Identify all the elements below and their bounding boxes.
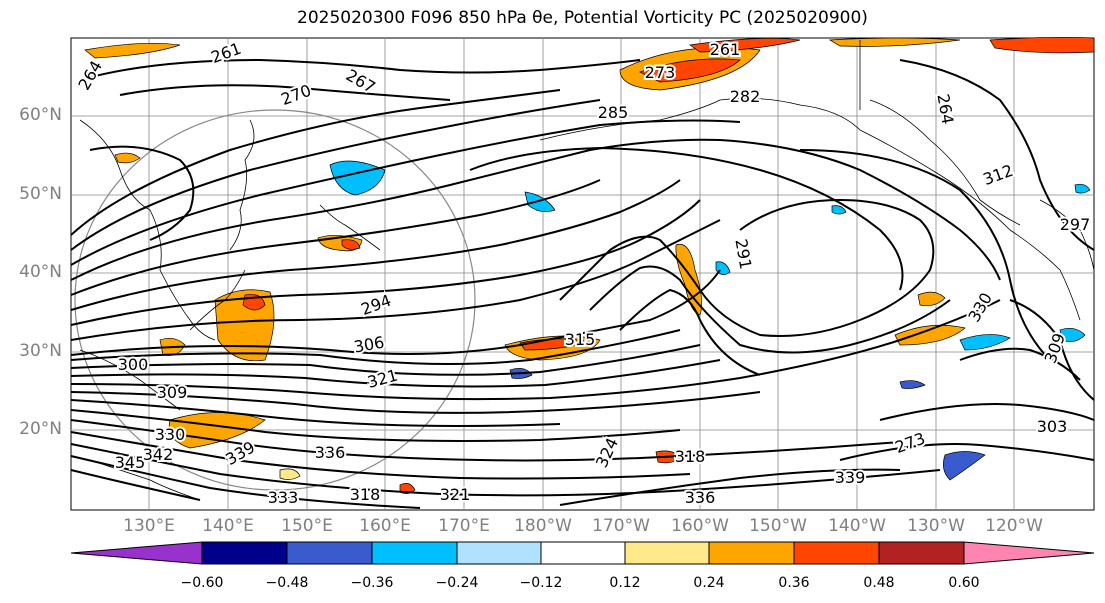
colorbar-bin xyxy=(793,541,880,565)
pv-strong-patch xyxy=(639,58,741,83)
lat-label: 40°N xyxy=(19,262,62,282)
contour-label: 285 xyxy=(598,103,629,122)
contour-label: 318 xyxy=(675,447,706,466)
contour-label: 342 xyxy=(143,445,174,464)
lon-label: 140°W xyxy=(828,516,886,536)
pv-strong-patch xyxy=(989,36,1095,54)
lon-label: 140°E xyxy=(202,516,254,536)
colorbar-tick-label: −0.36 xyxy=(350,575,394,591)
pv-positive-patch xyxy=(114,152,141,164)
colorbar-bin xyxy=(371,541,458,565)
contour-label: 336 xyxy=(315,443,346,462)
pv-positive-patch xyxy=(894,324,966,346)
colorbar-tick-label: 0.36 xyxy=(778,575,810,591)
colorbar-bin xyxy=(708,541,795,565)
pv-positive-patch xyxy=(917,291,946,307)
colorbar-extend-low xyxy=(70,541,203,565)
lat-label: 50°N xyxy=(19,184,62,204)
contour-label: 309 xyxy=(157,383,188,402)
range-circle xyxy=(74,109,476,491)
pv-positive-patch xyxy=(689,37,801,53)
contour-label: 333 xyxy=(268,488,299,507)
lon-label: 170°W xyxy=(592,516,650,536)
theta-e-contours xyxy=(70,58,1095,509)
contour-label: 339 xyxy=(835,468,866,487)
contour-label: 300 xyxy=(118,355,149,374)
contour-label: 297 xyxy=(1060,215,1091,234)
colorbar-bin xyxy=(878,541,965,565)
colorbar-bin xyxy=(540,541,626,565)
contour-label: 330 xyxy=(155,425,186,444)
contour-label: 315 xyxy=(565,330,596,349)
pv-negative-patch xyxy=(831,205,847,215)
colorbar-bin xyxy=(286,541,373,565)
colorbar xyxy=(70,541,1095,565)
colorbar-tick-label: −0.48 xyxy=(265,575,309,591)
pv-positive-patch xyxy=(168,412,266,449)
lon-label: 160°W xyxy=(671,516,729,536)
pv-negative-patch xyxy=(899,380,926,389)
lon-label: 150°E xyxy=(281,516,333,536)
contour-label: 282 xyxy=(730,87,761,106)
contour-label: 336 xyxy=(685,488,716,507)
colorbar-tick-label: −0.60 xyxy=(180,575,224,591)
pv-negative-patch xyxy=(1059,328,1086,342)
pv-negative-patch xyxy=(1074,183,1091,194)
colorbar-tick-label: 0.24 xyxy=(693,575,725,591)
colorbar-tick-label: 0.48 xyxy=(863,575,895,591)
pv-negative-patch xyxy=(943,451,986,481)
contour-label: 261 xyxy=(710,40,741,59)
colorbar-extend-high xyxy=(963,541,1095,565)
contour-label: 303 xyxy=(1037,417,1068,436)
colorbar-bin xyxy=(624,541,710,565)
lat-label: 20°N xyxy=(19,419,62,439)
contour-label: 345 xyxy=(115,453,146,472)
pv-positive-patch xyxy=(828,37,961,47)
contour-label: 321 xyxy=(440,485,471,504)
lat-label: 60°N xyxy=(19,105,62,125)
contour-label: 273 xyxy=(645,63,676,82)
pv-light-patch xyxy=(279,468,301,480)
pv-positive-patch xyxy=(675,243,702,316)
colorbar-tick-label: 0.12 xyxy=(609,575,641,591)
pv-shading xyxy=(84,36,1095,494)
lon-label: 130°E xyxy=(123,516,175,536)
lon-label: 180°W xyxy=(514,516,572,536)
contour-label: 318 xyxy=(350,485,381,504)
lon-label: 160°E xyxy=(359,516,411,536)
lon-label: 170°E xyxy=(438,516,490,536)
colorbar-tick-label: −0.12 xyxy=(519,575,563,591)
colorbar-bin xyxy=(456,541,542,565)
pv-negative-patch xyxy=(524,191,556,212)
colorbar-tick-label: 0.60 xyxy=(948,575,980,591)
pv-negative-patch xyxy=(959,334,1011,351)
pv-positive-patch xyxy=(84,43,181,59)
lon-label: 120°W xyxy=(985,516,1043,536)
lat-label: 30°N xyxy=(19,341,62,361)
map-title: 2025020300 F096 850 hPa θe, Potential Vo… xyxy=(297,8,868,28)
lon-label: 150°W xyxy=(749,516,807,536)
colorbar-tick-label: −0.24 xyxy=(435,575,479,591)
pv-strong-patch xyxy=(341,239,361,250)
colorbar-bin xyxy=(201,541,288,565)
lon-label: 130°W xyxy=(907,516,965,536)
